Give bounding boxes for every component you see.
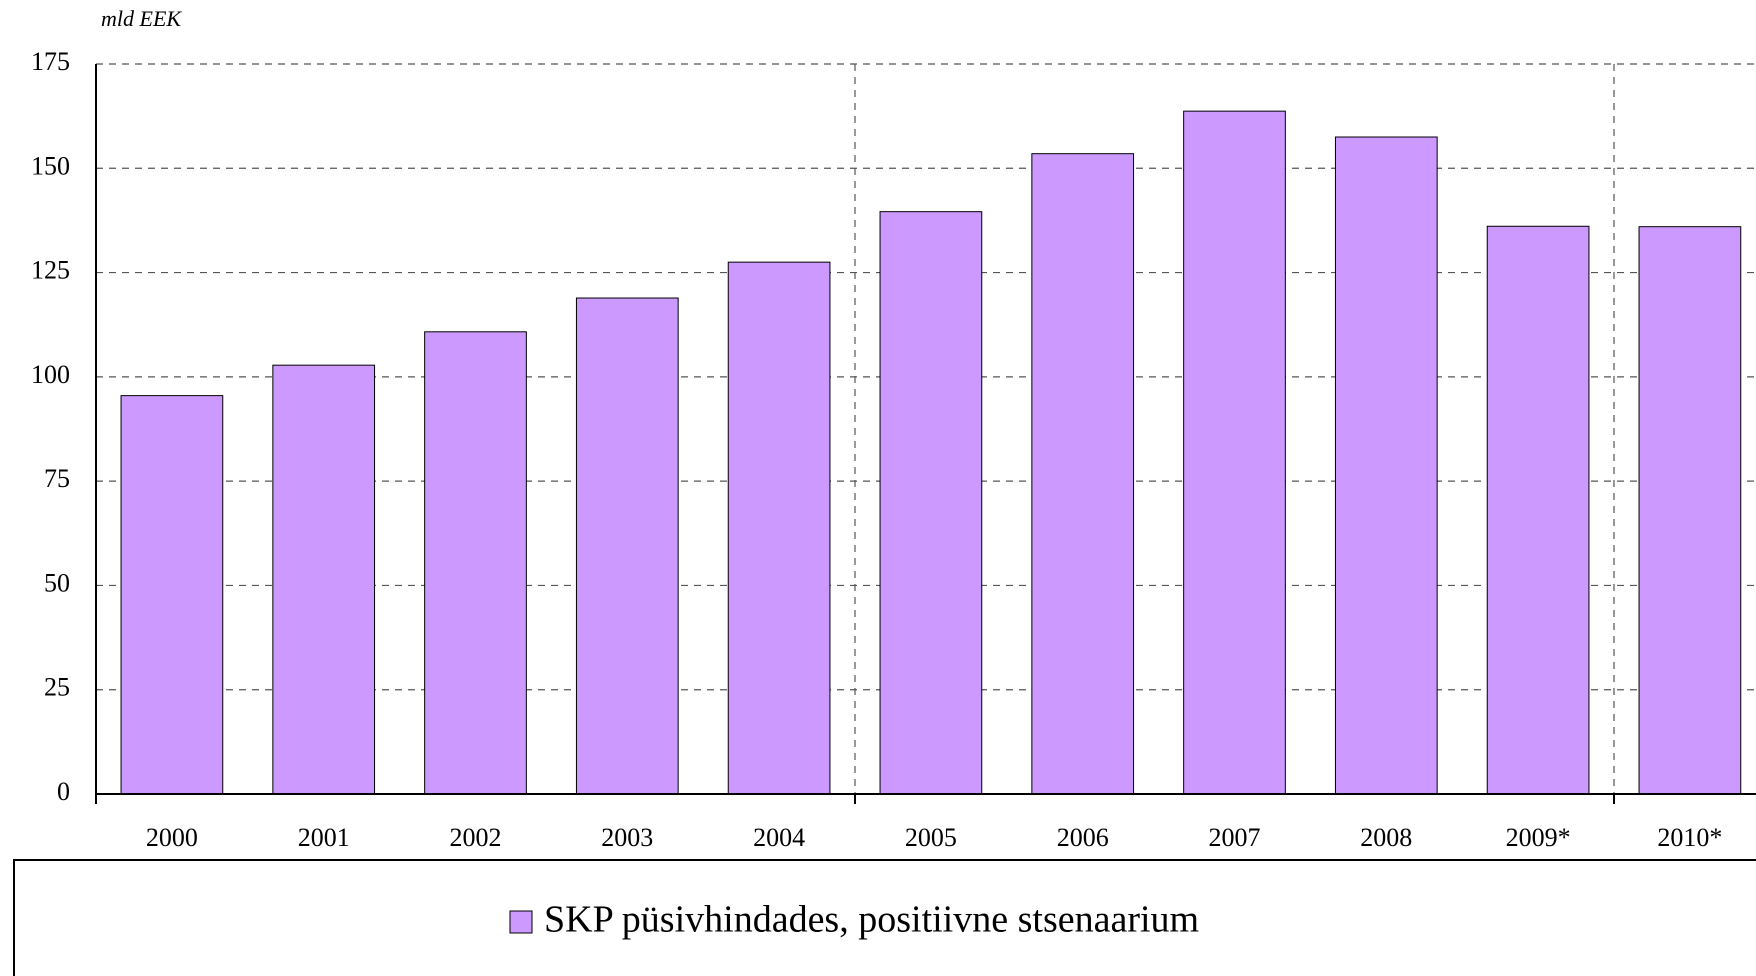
bar: [1334, 136, 1438, 795]
bar: [1638, 226, 1742, 795]
x-tick-label: 2003: [601, 823, 653, 852]
x-tick-label: 2000: [146, 823, 198, 852]
bar: [575, 297, 679, 795]
bar: [1486, 225, 1590, 795]
y-tick-label: 75: [44, 464, 70, 493]
y-tick-label: 125: [31, 256, 70, 285]
bar: [1183, 110, 1286, 795]
x-tick-label: 2002: [450, 823, 502, 852]
legend-box: [13, 859, 1756, 976]
x-tick-label: 2001: [298, 823, 350, 852]
bar: [120, 395, 224, 795]
x-tick-label: 2010*: [1657, 823, 1722, 852]
x-tick-label: 2009*: [1506, 823, 1571, 852]
x-tick-label: 2006: [1057, 823, 1109, 852]
bar: [424, 331, 527, 795]
bar: [879, 211, 983, 795]
y-axis-unit: mld EEK: [101, 6, 182, 31]
y-tick-label: 150: [31, 151, 70, 180]
bar: [727, 261, 831, 795]
x-tick-label: 2008: [1360, 823, 1412, 852]
y-tick-label: 25: [44, 673, 70, 702]
x-tick-label: 2004: [753, 823, 805, 852]
y-tick-label: 50: [44, 568, 70, 597]
bar: [1031, 153, 1135, 795]
y-tick-label: 0: [57, 777, 70, 806]
y-tick-label: 100: [31, 360, 70, 389]
legend-swatch: [509, 910, 533, 934]
x-tick-label: 2007: [1209, 823, 1261, 852]
bar: [272, 364, 376, 795]
y-tick-label: 175: [31, 47, 70, 76]
legend-label: SKP püsivhindades, positiivne stsenaariu…: [544, 899, 1199, 941]
x-tick-label: 2005: [905, 823, 957, 852]
